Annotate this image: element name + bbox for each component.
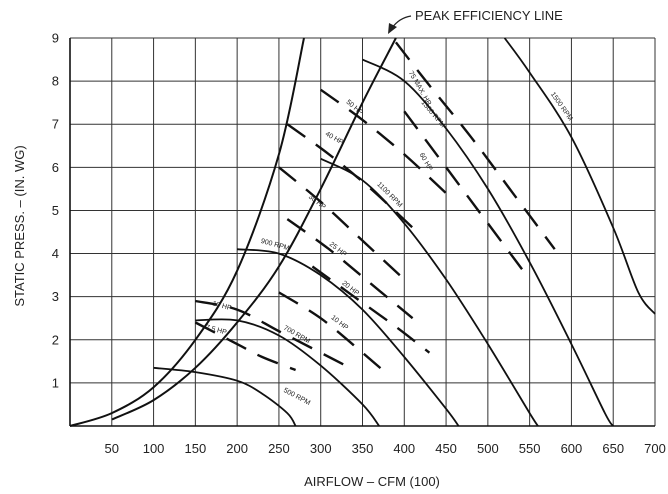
- y-tick-label-7: 8: [52, 74, 59, 89]
- x-tick-label-6: 350: [352, 441, 374, 456]
- hp-curve-5: [278, 166, 406, 281]
- y-tick-label-0: 1: [52, 375, 59, 390]
- rpm-curve-label-0: 500 RPM: [282, 387, 311, 407]
- x-tick-label-10: 550: [519, 441, 541, 456]
- x-tick-label-11: 600: [561, 441, 583, 456]
- grid: [69, 37, 656, 427]
- annotation-arrowhead: [388, 23, 397, 34]
- hp-curve-4: [286, 218, 414, 320]
- hp-curve-6: [286, 123, 414, 229]
- x-tick-label-8: 450: [435, 441, 457, 456]
- y-tick-label-1: 2: [52, 332, 59, 347]
- peak-efficiency-annotation: PEAK EFFICIENCY LINE: [415, 8, 563, 23]
- rpm-curve-5: [503, 37, 656, 315]
- hp-curve-label-0: 7.5 HP: [205, 324, 228, 336]
- x-tick-label-4: 250: [268, 441, 290, 456]
- x-tick-label-1: 100: [143, 441, 165, 456]
- hp-curve-8: [403, 110, 531, 281]
- curves: [69, 37, 656, 427]
- x-tick-label-0: 50: [105, 441, 119, 456]
- rpm-curve-1: [195, 318, 380, 427]
- hp-curve-label-8: 60 HP: [418, 152, 434, 173]
- hp-curve-2: [278, 291, 389, 376]
- y-tick-label-5: 6: [52, 160, 59, 175]
- hp-curve-1: [195, 299, 347, 367]
- x-tick-label-12: 650: [602, 441, 624, 456]
- hp-curve-9: [394, 41, 556, 250]
- x-tick-label-2: 150: [185, 441, 207, 456]
- y-tick-label-8: 9: [52, 31, 59, 46]
- x-axis-label: AIRFLOW – CFM (100): [304, 474, 440, 489]
- rpm-curve-label-4: 1300 RPM: [419, 99, 446, 129]
- rpm-curve-2: [236, 248, 460, 427]
- hp-curve-0: [194, 321, 297, 372]
- hp-curve-label-1: 10 HP: [212, 300, 233, 312]
- rpm-curve-0: [153, 366, 297, 427]
- x-tick-label-7: 400: [393, 441, 415, 456]
- x-tick-label-5: 300: [310, 441, 332, 456]
- y-tick-label-6: 7: [52, 117, 59, 132]
- y-tick-label-2: 3: [52, 289, 59, 304]
- hp-curve-label-2: 10 HP: [329, 314, 349, 332]
- x-tick-label-3: 200: [226, 441, 248, 456]
- y-tick-label-4: 5: [52, 203, 59, 218]
- hp-curve-label-9: 75 MAX. HP: [407, 70, 432, 107]
- rpm-curve-3: [320, 157, 539, 427]
- y-tick-label-3: 4: [52, 246, 59, 261]
- boundary-curve-1: [111, 37, 397, 421]
- hp-curve-label-6: 40 HP: [324, 131, 345, 147]
- hp-curve-7: [319, 88, 447, 195]
- x-tick-label-9: 500: [477, 441, 499, 456]
- x-tick-label-13: 700: [644, 441, 666, 456]
- rpm-curve-4: [362, 58, 614, 427]
- y-axis-label: STATIC PRESS. – (IN. WG): [12, 145, 27, 306]
- hp-curve-3: [311, 265, 431, 354]
- rpm-curve-label-1: 700 RPM: [282, 325, 311, 346]
- tick-labels: 50 100 150 200 250 300 350 400 450 500 550 600 650 70…: [52, 31, 666, 457]
- boundary-curve-0: [69, 37, 305, 427]
